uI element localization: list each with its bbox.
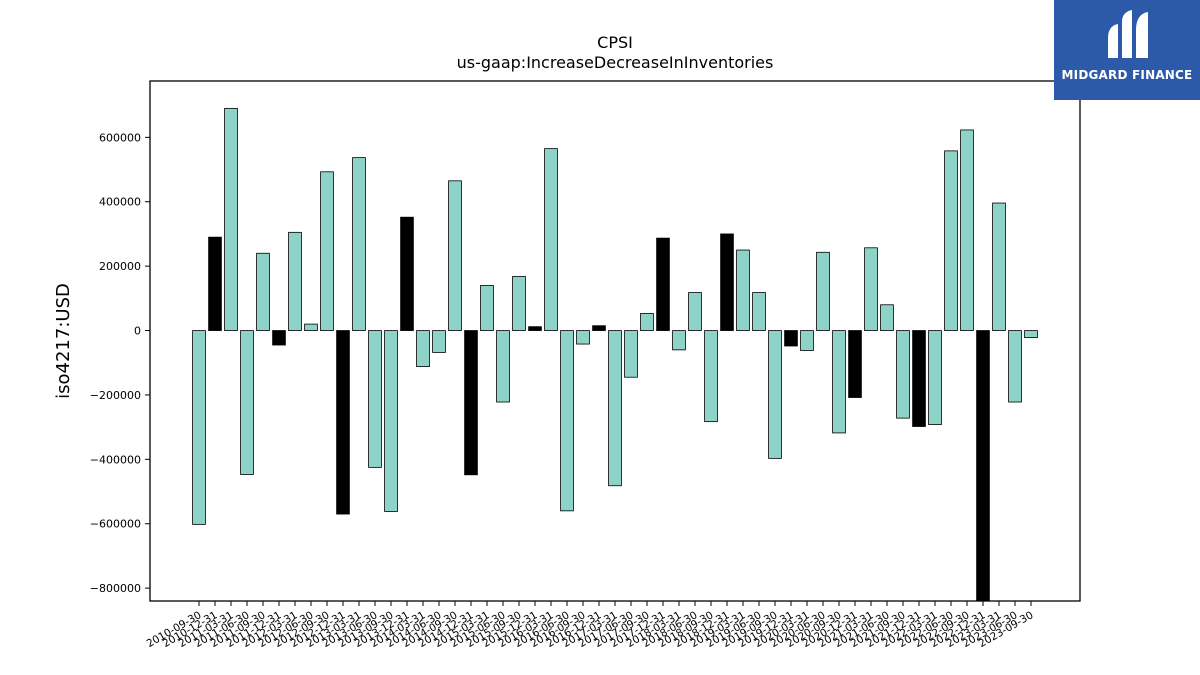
bar-2011-09-30 [256, 252, 270, 331]
bar-2015-12-31 [528, 326, 542, 331]
bar-2012-03-31 [288, 231, 302, 331]
bar-2012-09-30 [320, 171, 334, 331]
bar-2011-12-31 [272, 330, 286, 346]
bar-2015-06-30 [496, 330, 510, 403]
bar-2012-12-31 [336, 330, 350, 515]
bar-2018-03-31 [672, 330, 686, 351]
bar-2019-12-31 [784, 330, 798, 347]
y-axis: −800000 −600000 −400000 −200000 0 200000 40000… [90, 131, 150, 595]
y-tick-label: −800000 [90, 582, 141, 595]
bar-2020-12-31 [848, 330, 862, 398]
bar-2014-12-31 [464, 330, 478, 476]
bar-2014-09-30 [448, 180, 462, 331]
bar-2017-09-30 [640, 313, 654, 331]
y-tick-label: −400000 [90, 453, 141, 466]
chart-subtitle: us-gaap:IncreaseDecreaseInInventories [457, 53, 774, 72]
x-axis: 2010-09-302010-12-312011-03-312011-06-30… [145, 601, 1036, 650]
bar-2013-09-30 [384, 330, 398, 512]
logo-text: MIDGARD FINANCE [1061, 68, 1193, 82]
bar-2017-03-31 [608, 330, 622, 487]
bar-2018-09-30 [704, 330, 718, 423]
bars-group [192, 107, 1038, 602]
y-tick-label: 600000 [99, 131, 141, 144]
bar-2019-06-30 [752, 292, 766, 331]
bar-2010-12-31 [208, 236, 222, 331]
midgard-logo-icon [1108, 10, 1148, 58]
bar-2014-03-31 [416, 330, 430, 368]
bar-2016-03-31 [544, 148, 558, 331]
bar-2023-03-31 [992, 202, 1006, 331]
bar-2010-09-30 [192, 330, 206, 525]
bar-2014-06-30 [432, 330, 446, 353]
bar-2021-06-30 [880, 304, 894, 331]
bar-2021-03-31 [864, 247, 878, 331]
bar-2015-09-30 [512, 276, 526, 331]
y-tick-label: −200000 [90, 389, 141, 402]
y-tick-label: −600000 [90, 518, 141, 531]
bar-2021-09-30 [896, 330, 910, 419]
bar-2021-12-31 [912, 330, 926, 427]
bar-2016-09-30 [576, 330, 590, 345]
y-tick-label: 200000 [99, 260, 141, 273]
bar-2023-09-30 [1024, 330, 1038, 339]
bar-2015-03-31 [480, 285, 494, 331]
y-tick-label: 0 [134, 325, 141, 338]
bar-2020-06-30 [816, 251, 830, 331]
bar-2013-03-31 [352, 157, 366, 331]
bar-2023-06-30 [1008, 330, 1022, 403]
bar-2018-12-31 [720, 233, 734, 331]
bar-2020-09-30 [832, 330, 846, 434]
bar-2020-03-31 [800, 330, 814, 351]
bar-2018-06-30 [688, 292, 702, 331]
bar-2011-06-30 [240, 330, 254, 475]
bar-2012-06-30 [304, 323, 318, 331]
bar-2013-06-30 [368, 330, 382, 468]
bar-2017-06-30 [624, 330, 638, 378]
midgard-finance-logo: MIDGARD FINANCE [1054, 0, 1200, 100]
y-tick-label: 400000 [99, 196, 141, 209]
bar-2022-03-31 [928, 330, 942, 425]
y-axis-label: iso4217:USD [53, 283, 74, 399]
bar-2022-12-31 [976, 330, 990, 602]
bar-2022-09-30 [960, 129, 974, 331]
bar-2017-12-31 [656, 237, 670, 331]
bar-2011-03-31 [224, 107, 238, 331]
bar-2013-12-31 [400, 216, 414, 331]
bar-2016-06-30 [560, 330, 574, 512]
bar-2019-09-30 [768, 330, 782, 459]
bar-2022-06-30 [944, 150, 958, 331]
plot-frame [149, 80, 1081, 602]
bar-2019-03-31 [736, 249, 750, 331]
bar-2016-12-31 [592, 325, 606, 331]
chart-title: CPSI [597, 33, 633, 52]
